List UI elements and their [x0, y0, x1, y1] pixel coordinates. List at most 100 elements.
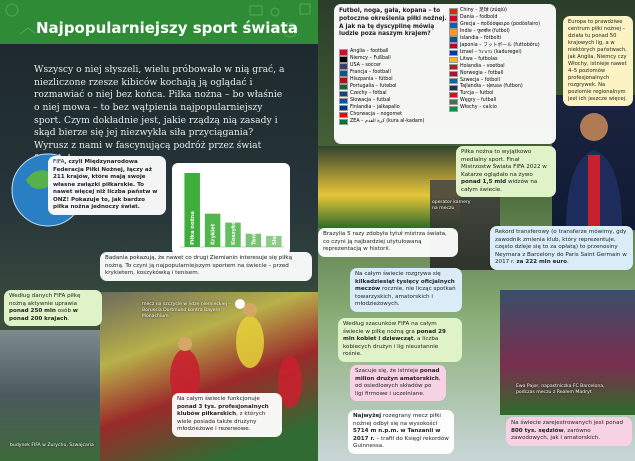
- language-row: Turcja – futbol: [449, 91, 555, 99]
- language-name: Chiny – 足球 (zúqiú): [460, 8, 507, 13]
- bar-label: Siatkówka: [271, 214, 278, 245]
- language-name: Japonia – フットボール (futtobōru): [460, 42, 540, 48]
- bold-text: Najwyżej: [353, 413, 382, 419]
- text: Rekord transferowy (o transferze mówimy,…: [495, 229, 627, 266]
- bar-label: Tenis: [251, 230, 257, 245]
- bar-label: Krykiet: [211, 223, 217, 245]
- flag: [449, 70, 458, 78]
- text: rocznie, nie licząc spotkań towarzyskich…: [355, 286, 456, 308]
- bold-text: ponad 250 mln: [9, 308, 56, 315]
- flag: [449, 98, 458, 106]
- bar: [266, 235, 282, 247]
- text: Brazylia 5 razy zdobyła tytuł mistrza św…: [323, 231, 447, 253]
- language-name: Niemcy – Fußball: [350, 55, 391, 61]
- language-name: Holandia – voetbal: [460, 63, 505, 69]
- language-row: ZEA – كرة القدم (kura al-kadam): [339, 119, 447, 126]
- neymar-figure: [566, 113, 622, 230]
- language-row: USA – soccer: [339, 63, 447, 70]
- bold-text: ponad 3 tys. profesjonalnych klubów piłk…: [177, 403, 269, 418]
- language-name: Indie – फ़ुटबॉल (futbol): [460, 28, 510, 34]
- text: Szacuje się, że istnieje: [355, 368, 420, 374]
- fifa-building-photo: [0, 330, 100, 461]
- bold-text: ponad 1,5 mld: [461, 179, 507, 186]
- language-row: Indie – फ़ुटबॉल (futbol): [449, 29, 555, 36]
- flag: [449, 8, 458, 15]
- bold-text: ponad milion drużyn amatorskich: [355, 368, 440, 382]
- text: .: [567, 259, 569, 266]
- transfer-box: Rekord transferowy (o transferze mówimy,…: [490, 226, 633, 270]
- fifa-box: FIFA, czyli Międzynarodowa Federacja Pił…: [48, 156, 166, 215]
- language-row: Szwecja – fotboll: [449, 78, 555, 85]
- language-row: Węgry – futball: [449, 98, 555, 106]
- language-row: Islandia – fótbolti: [449, 36, 555, 43]
- names-box: [334, 4, 556, 144]
- title-band: [0, 0, 318, 44]
- text: osób: [55, 308, 73, 315]
- bar: [245, 233, 262, 247]
- fifa-building-caption: budynek FIFA w Zurychu, Szwajcaria: [10, 443, 94, 448]
- text: Piłka nożna to wyjątkowo medialny sport.…: [461, 149, 547, 178]
- flag: [339, 49, 348, 56]
- names-right-list: Chiny – 足球 (zúqiú) Dania – fodbold Grecja …: [449, 8, 555, 113]
- text: , z których wiele posiada także drużyny …: [177, 411, 266, 433]
- text: Według szacunków FIFA na całym świecie w…: [343, 321, 437, 335]
- language-name: Litwa – futbolas: [460, 56, 498, 62]
- altitude-box: Najwyżej rozegrany mecz piłki nożnej odb…: [348, 410, 454, 454]
- flag: [449, 56, 458, 64]
- survey-box: Badania pokazują, że nawet co drugi Ziem…: [100, 252, 312, 281]
- language-row: Włochy – calcio: [449, 105, 555, 113]
- page-title: Najpopularniejszy sport świata: [36, 19, 298, 37]
- flag: [339, 56, 348, 63]
- bar-label: Piłka nożna: [190, 211, 196, 245]
- language-name: Islandia – fótbolti: [460, 35, 502, 41]
- bold-text: ponad 29 mln kobiet i dziewcząt: [343, 328, 446, 343]
- language-name: Węgry – futball: [460, 98, 497, 104]
- language-row: Chiny – 足球 (zúqiú): [449, 8, 555, 15]
- flag: [449, 22, 458, 29]
- flag: [339, 70, 348, 77]
- camera-caption: operator kamery na meczu: [432, 200, 471, 211]
- text: Według danych FIFA piłkę nożną aktywnie …: [9, 293, 81, 307]
- language-row: Niemcy – Fußball: [339, 56, 447, 63]
- matches-box: Na całym świecie rozgrywa się kilkadzies…: [350, 268, 462, 312]
- language-row: Tajlandia – ฟุตบอล (futbon): [449, 84, 555, 92]
- language-name: Czechy – fotbal: [350, 90, 387, 96]
- bold-text: kilkadziesiąt tysięcy oficjalnych meczów: [355, 278, 455, 293]
- language-row: Francja – football: [339, 70, 447, 77]
- language-row: Hiszpania – fútbol: [339, 77, 447, 84]
- text: – trafił do Księgi rekordów Guinnessa.: [353, 435, 449, 450]
- bold-text: , czyli Międzynarodowa Federacja Piłki N…: [53, 159, 158, 211]
- flag: [449, 77, 458, 85]
- language-row: Czechy – fotbal: [339, 91, 447, 98]
- bold-text: w ponad 200 krajach: [9, 308, 78, 322]
- flag: [449, 49, 458, 57]
- language-row: Holandia – voetbal: [449, 64, 555, 71]
- language-name: Dania – fodbold: [460, 14, 498, 20]
- text: widzów na całym świecie.: [461, 179, 538, 193]
- flag: [449, 63, 458, 71]
- bold-text: za 222 mln euro: [516, 259, 568, 266]
- text: Na całym świecie rozgrywa się: [355, 271, 441, 277]
- europe-box: Europa to prawdziwe centrum piłki nożnej…: [563, 16, 633, 107]
- flag: [339, 111, 348, 119]
- language-name: Słowacja – futbal: [350, 97, 391, 103]
- flag: [449, 91, 458, 99]
- clubs-box: Na całym świecie funkcjonuje ponad 3 tys…: [172, 393, 282, 437]
- language-name: Finlandia – jalkapallo: [350, 104, 400, 110]
- language-row: Anglia – football: [339, 49, 447, 56]
- text: Na świecie zarejestrowanych jest ponad: [511, 420, 624, 426]
- language-row: Japonia – フットボール (futtobōru): [449, 43, 555, 50]
- language-row: Norwegia – fotball: [449, 71, 555, 78]
- flag: [339, 118, 348, 126]
- language-row: Grecja – ποδόσφαιρο (podósfairo): [449, 22, 555, 29]
- bar: [204, 213, 221, 247]
- referees-box: Na świecie zarejestrowanych jest ponad 8…: [506, 417, 632, 446]
- language-row: Dania – fodbold: [449, 15, 555, 22]
- bar-label: Koszykówka: [230, 209, 237, 245]
- flag: [449, 84, 458, 92]
- popularity-chart: Piłka nożna Krykiet Koszykówka Tenis Siatków…: [172, 163, 290, 255]
- language-name: Izrael – כדורגל (kaduregel): [460, 49, 522, 55]
- bold-text: 800 tys. sędziów: [511, 427, 564, 434]
- language-row: Finlandia – jalkapallo: [339, 105, 447, 112]
- women-box: Według szacunków FIFA na całym świecie w…: [338, 318, 462, 362]
